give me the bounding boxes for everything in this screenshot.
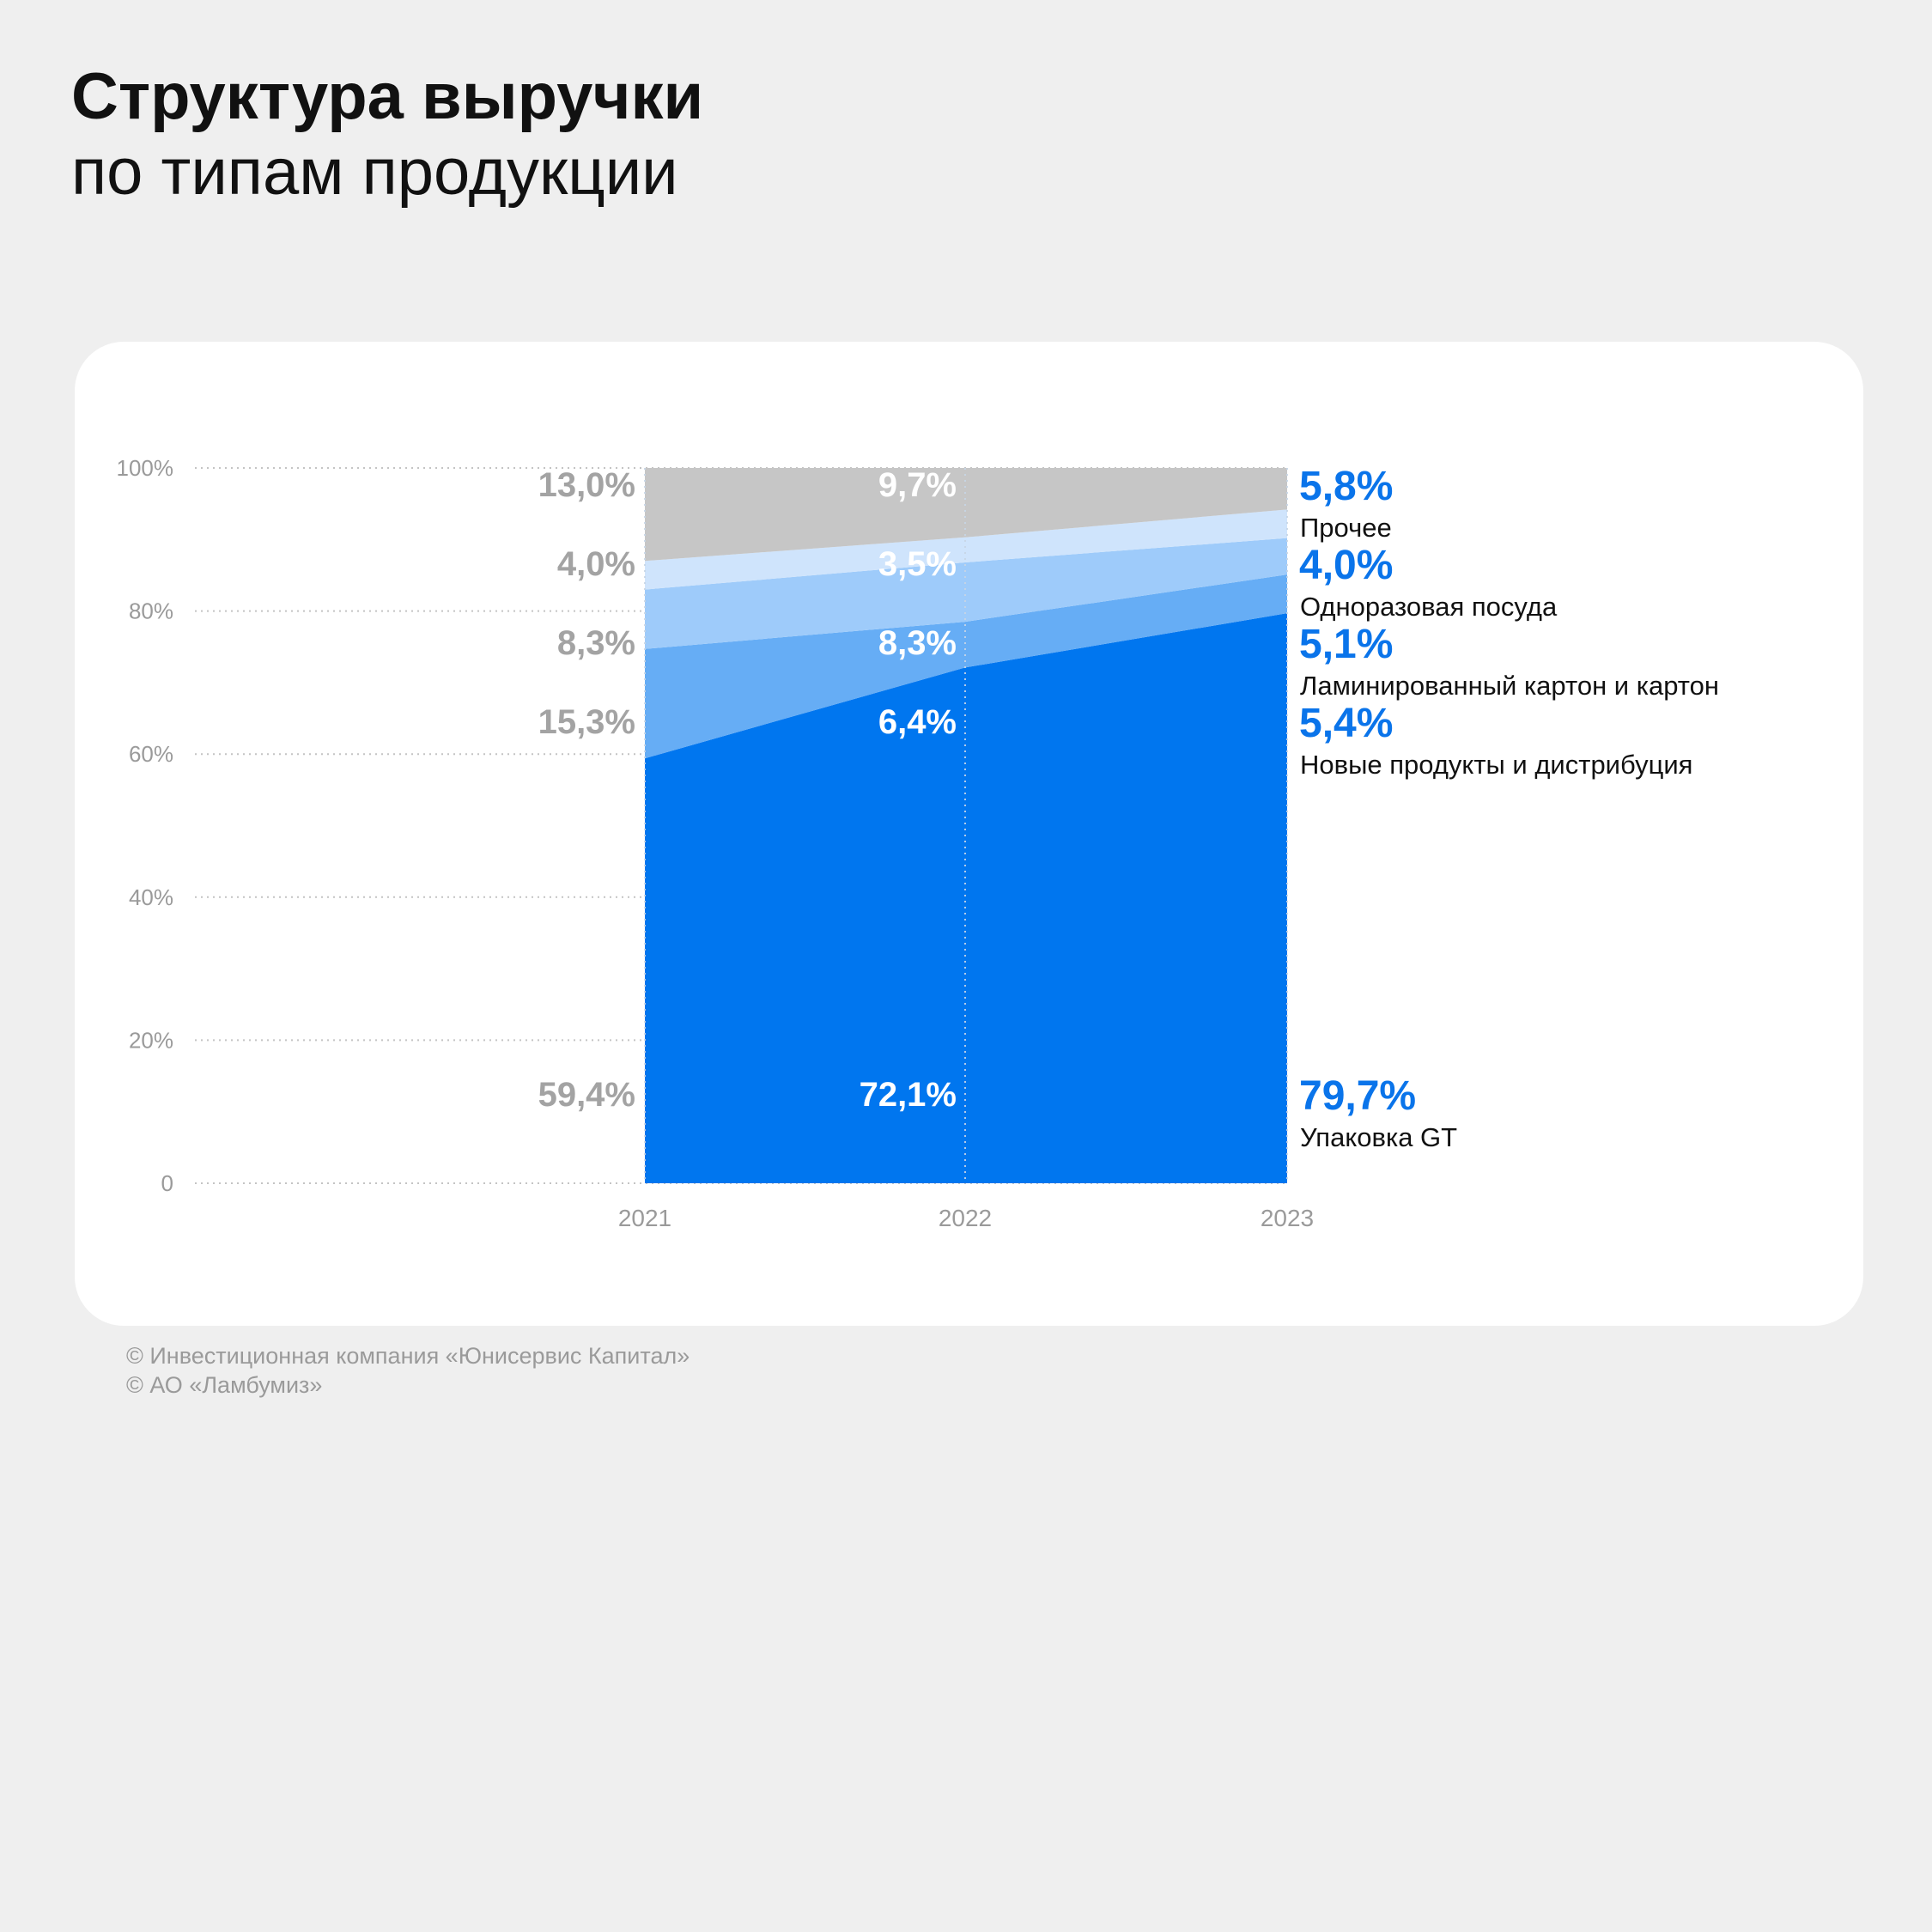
- y-tick-label: 60%: [129, 741, 173, 767]
- legend-label: Одноразовая посуда: [1300, 592, 1558, 622]
- y-tick-label: 0: [161, 1170, 173, 1196]
- y-tick-label: 100%: [117, 455, 174, 481]
- data-label-2023: 5,1%: [1299, 622, 1393, 667]
- legend-label: Упаковка GT: [1300, 1122, 1457, 1152]
- chart-subtitle: по типам продукции: [71, 136, 678, 209]
- copyright-line: © АО «Ламбумиз»: [126, 1372, 323, 1398]
- data-label-2021: 8,3%: [557, 624, 635, 662]
- data-label-2021: 15,3%: [538, 703, 635, 741]
- data-label-2022: 72,1%: [860, 1076, 957, 1114]
- data-label-2023: 79,7%: [1299, 1073, 1416, 1119]
- data-label-2022: 6,4%: [878, 703, 957, 741]
- x-tick-label: 2021: [618, 1205, 671, 1231]
- legend-label: Прочее: [1300, 513, 1392, 543]
- copyright-line: © Инвестиционная компания «Юнисервис Кап…: [126, 1343, 690, 1369]
- chart-title: Структура выручки: [71, 60, 704, 133]
- data-label-2022: 8,3%: [878, 624, 957, 662]
- data-label-2021: 4,0%: [557, 545, 635, 583]
- area-упаковка-gt: [645, 613, 1287, 1183]
- data-label-2023: 5,8%: [1299, 464, 1393, 509]
- data-label-2022: 3,5%: [878, 545, 957, 583]
- data-label-2022: 9,7%: [878, 466, 957, 504]
- legend-label: Ламинированный картон и картон: [1300, 671, 1719, 701]
- y-tick-label: 40%: [129, 884, 173, 910]
- footer: © Инвестиционная компания «Юнисервис Кап…: [126, 1341, 690, 1400]
- legend-label: Новые продукты и дистрибуция: [1300, 750, 1692, 780]
- y-tick-label: 20%: [129, 1027, 173, 1053]
- data-label-2021: 13,0%: [538, 466, 635, 504]
- area-одноразовая-посуда: [645, 509, 1287, 590]
- data-label-2023: 4,0%: [1299, 543, 1393, 588]
- area-прочее: [645, 468, 1287, 562]
- x-tick-label: 2023: [1261, 1205, 1314, 1231]
- x-tick-label: 2022: [939, 1205, 992, 1231]
- area-ламинированный-картон-и-картон: [645, 538, 1287, 649]
- data-label-2021: 59,4%: [538, 1076, 635, 1114]
- data-label-2023: 5,4%: [1299, 701, 1393, 746]
- y-tick-label: 80%: [129, 598, 173, 624]
